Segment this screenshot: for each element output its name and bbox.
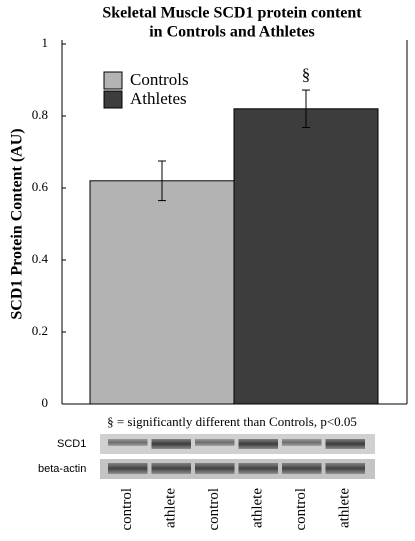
legend-swatch xyxy=(103,90,123,109)
footnote: § = significantly different than Control… xyxy=(107,414,357,429)
error-bar xyxy=(302,89,310,129)
lane-label: athlete xyxy=(163,488,179,528)
lane-label: control xyxy=(293,488,309,531)
lane-label: athlete xyxy=(250,488,266,528)
annotation: § xyxy=(302,65,311,84)
bar xyxy=(233,108,379,405)
chart-title: Skeletal Muscle SCD1 protein content xyxy=(102,5,362,22)
blot-band xyxy=(282,439,322,446)
legend-swatch xyxy=(103,71,123,90)
y-axis-label: SCD1 Protein Content (AU) xyxy=(9,128,26,319)
legend-label: Controls xyxy=(130,70,189,89)
blot-band xyxy=(195,439,235,446)
blot-band xyxy=(238,463,278,474)
y-tick-label: 0 xyxy=(42,395,49,410)
y-tick-label: 0.8 xyxy=(32,107,48,122)
y-tick-label: 0.2 xyxy=(32,323,48,338)
blot-band xyxy=(282,463,322,474)
y-tick-label: 1 xyxy=(42,35,49,50)
blot-band xyxy=(151,463,191,474)
lane-label: control xyxy=(119,488,135,531)
y-tick-label: 0.4 xyxy=(32,251,49,266)
blot-band xyxy=(238,439,278,449)
y-tick-label: 0.6 xyxy=(32,179,49,194)
blot xyxy=(100,434,375,479)
blot-band xyxy=(108,439,148,446)
blot-row-label: SCD1 xyxy=(57,438,86,450)
blot-band xyxy=(108,463,148,474)
lane-label: athlete xyxy=(337,488,353,528)
blot-band xyxy=(325,439,365,449)
blot-band xyxy=(151,439,191,449)
blot-band xyxy=(195,463,235,474)
lane-label: control xyxy=(206,488,222,531)
bar xyxy=(89,180,235,405)
blot-band xyxy=(325,463,365,474)
legend-label: Athletes xyxy=(130,89,187,108)
blot-row-label: beta-actin xyxy=(38,463,86,475)
chart-title: in Controls and Athletes xyxy=(149,24,315,41)
error-bar xyxy=(158,160,166,202)
